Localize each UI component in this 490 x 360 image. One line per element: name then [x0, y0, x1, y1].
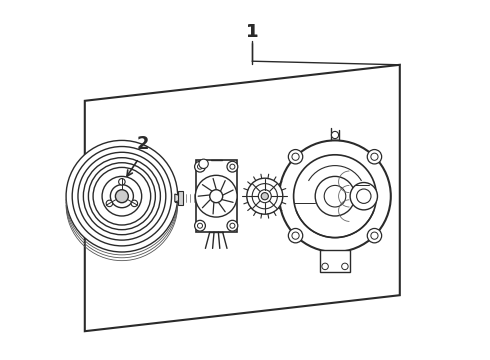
Text: 1: 1	[246, 23, 258, 41]
Circle shape	[230, 223, 235, 228]
Circle shape	[227, 161, 238, 172]
Circle shape	[78, 152, 166, 240]
Polygon shape	[85, 65, 400, 331]
Circle shape	[83, 158, 160, 235]
Circle shape	[195, 161, 205, 172]
Circle shape	[88, 163, 155, 230]
Text: 2: 2	[136, 135, 148, 153]
Circle shape	[230, 164, 235, 169]
Circle shape	[106, 200, 113, 207]
Circle shape	[315, 176, 355, 216]
Circle shape	[294, 155, 376, 238]
Circle shape	[197, 223, 202, 228]
Circle shape	[279, 140, 391, 252]
Circle shape	[350, 183, 377, 210]
Circle shape	[102, 176, 142, 216]
Text: 1: 1	[246, 23, 258, 41]
Circle shape	[72, 147, 172, 246]
Circle shape	[288, 149, 303, 164]
Circle shape	[288, 229, 303, 243]
Circle shape	[331, 131, 339, 139]
Circle shape	[261, 193, 269, 200]
Circle shape	[371, 232, 378, 239]
Circle shape	[66, 140, 178, 252]
Circle shape	[210, 190, 222, 203]
Bar	[196, 160, 237, 232]
Circle shape	[342, 263, 348, 270]
Bar	[319, 250, 350, 272]
Circle shape	[195, 220, 205, 231]
Circle shape	[368, 149, 382, 164]
Circle shape	[258, 190, 271, 203]
Circle shape	[322, 263, 328, 270]
Circle shape	[252, 184, 277, 209]
Polygon shape	[175, 194, 181, 202]
Circle shape	[368, 229, 382, 243]
Circle shape	[324, 185, 346, 207]
Circle shape	[116, 190, 128, 203]
Circle shape	[93, 167, 151, 225]
Circle shape	[247, 178, 283, 214]
Circle shape	[227, 220, 238, 231]
Bar	[175, 194, 178, 202]
Circle shape	[199, 159, 208, 168]
Circle shape	[197, 164, 202, 169]
Circle shape	[292, 232, 299, 239]
Circle shape	[357, 189, 371, 203]
Circle shape	[110, 185, 133, 208]
Circle shape	[371, 153, 378, 160]
Circle shape	[292, 153, 299, 160]
Circle shape	[119, 179, 125, 185]
Circle shape	[196, 175, 237, 217]
Bar	[178, 191, 183, 205]
Circle shape	[131, 200, 138, 207]
